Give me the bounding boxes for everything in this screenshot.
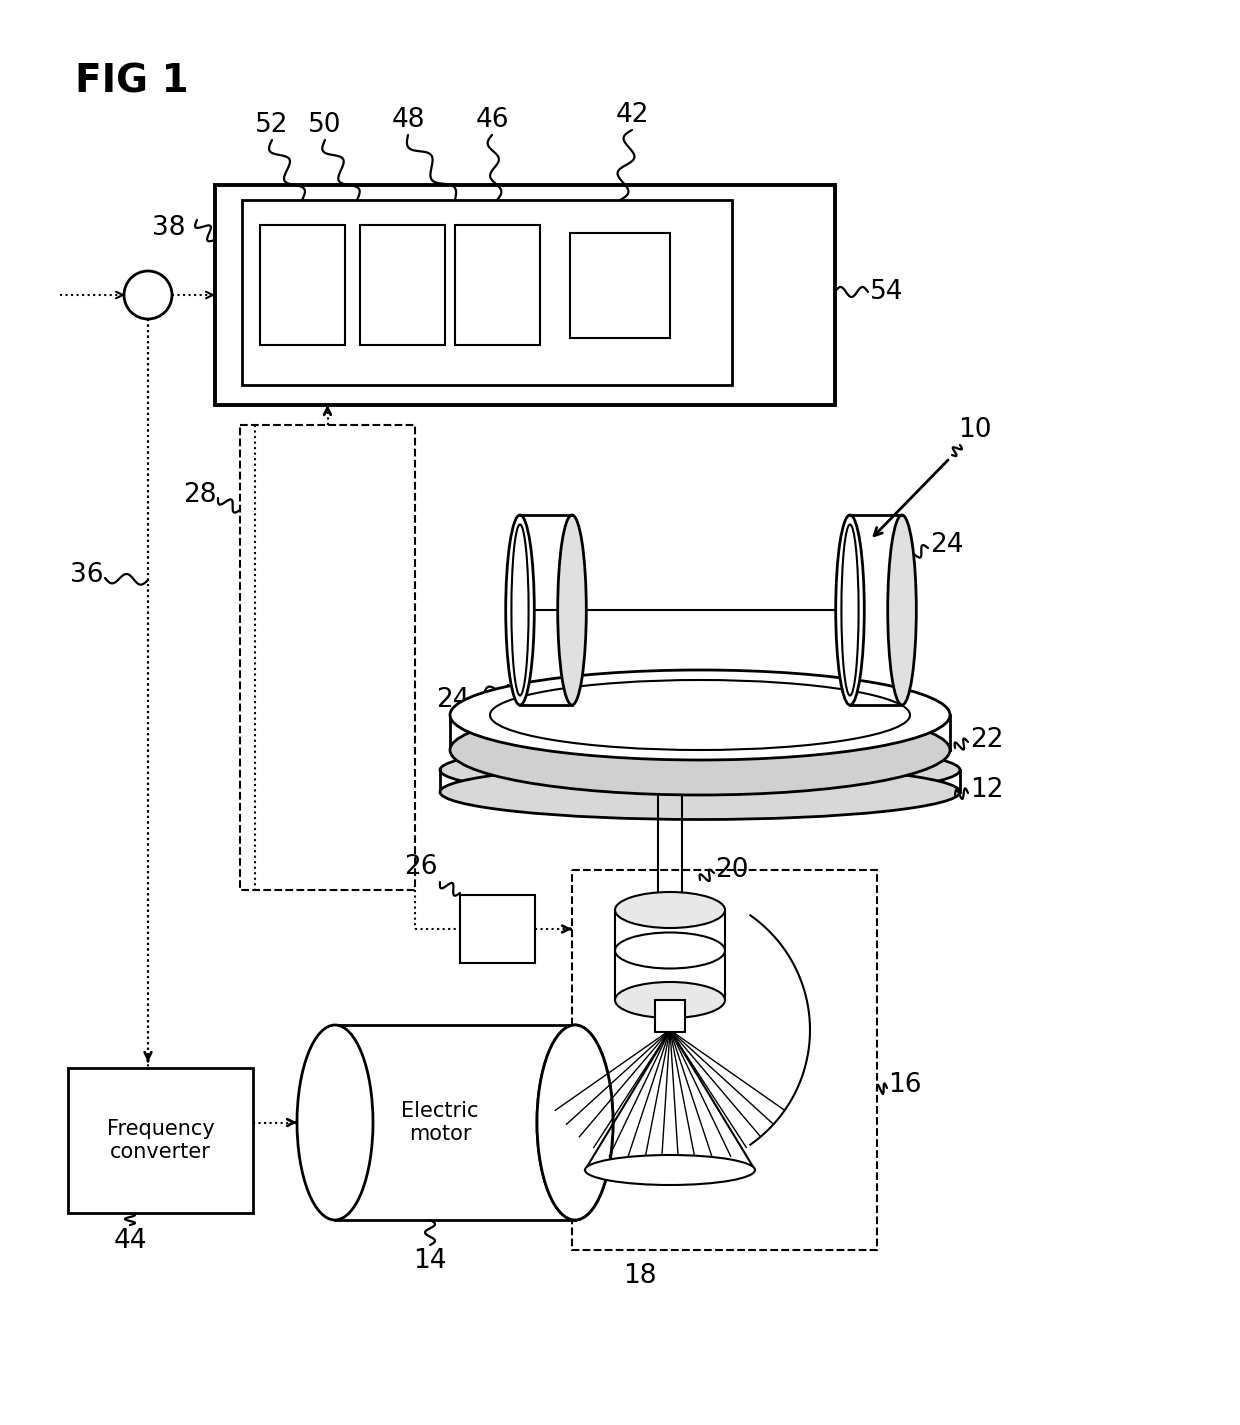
Text: 12: 12	[970, 777, 1003, 804]
Text: 26: 26	[404, 854, 438, 881]
Circle shape	[124, 271, 172, 319]
Text: 44: 44	[113, 1228, 146, 1254]
Bar	[241, 425, 415, 891]
Text: 38: 38	[153, 215, 186, 241]
Bar	[260, 225, 345, 345]
Ellipse shape	[298, 1025, 373, 1220]
Text: 42: 42	[615, 103, 649, 128]
Bar	[68, 1067, 253, 1213]
Ellipse shape	[450, 670, 950, 760]
Text: 24: 24	[436, 687, 470, 712]
Text: FIG 1: FIG 1	[74, 63, 188, 100]
Text: 16: 16	[888, 1072, 921, 1099]
Text: 18: 18	[624, 1263, 657, 1290]
Ellipse shape	[440, 764, 960, 819]
Ellipse shape	[440, 742, 960, 798]
Text: 54: 54	[870, 279, 904, 305]
Text: 22: 22	[970, 727, 1003, 752]
Ellipse shape	[615, 892, 725, 928]
Bar	[242, 200, 732, 385]
Ellipse shape	[888, 514, 916, 705]
Text: 52: 52	[255, 113, 289, 138]
Text: 20: 20	[715, 856, 749, 884]
Ellipse shape	[537, 1025, 613, 1220]
Text: Electric
motor: Electric motor	[402, 1102, 479, 1144]
Ellipse shape	[537, 1025, 613, 1220]
Text: 14: 14	[413, 1248, 446, 1274]
Bar	[570, 234, 670, 338]
Text: 10: 10	[959, 418, 992, 443]
Bar	[460, 895, 534, 963]
Bar	[360, 225, 445, 345]
Bar	[335, 1025, 575, 1220]
Bar	[215, 185, 835, 405]
Ellipse shape	[450, 705, 950, 795]
Bar	[655, 1000, 684, 1032]
Text: 48: 48	[392, 107, 425, 133]
Ellipse shape	[558, 514, 587, 705]
Text: 50: 50	[309, 113, 342, 138]
Text: Frequency
converter: Frequency converter	[107, 1119, 215, 1163]
Bar	[572, 871, 877, 1250]
Ellipse shape	[836, 514, 864, 705]
Text: 24: 24	[930, 532, 963, 559]
Ellipse shape	[615, 982, 725, 1017]
Text: 36: 36	[69, 561, 103, 589]
Text: 28: 28	[184, 482, 217, 507]
Ellipse shape	[585, 1156, 755, 1186]
Bar	[455, 225, 539, 345]
Text: 46: 46	[475, 107, 508, 133]
Ellipse shape	[506, 514, 534, 705]
